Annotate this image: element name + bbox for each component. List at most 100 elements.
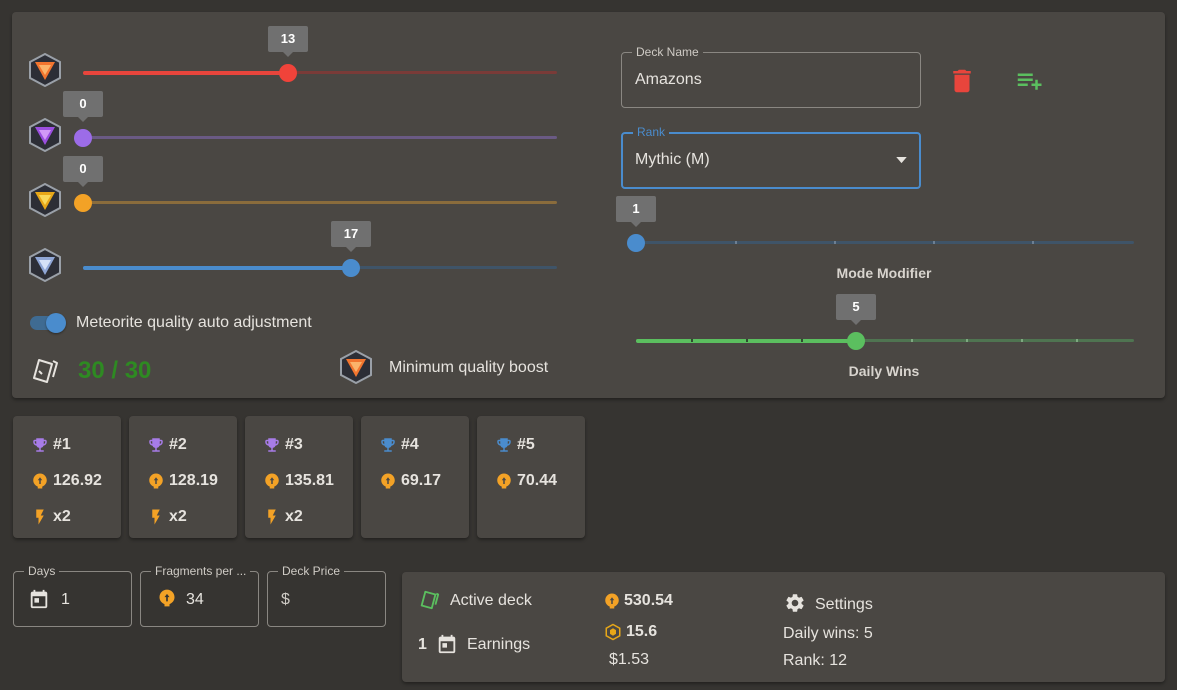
mode-modifier-slider: 1 (616, 196, 1142, 282)
deck-card-3[interactable]: #3 135.81 x2 (245, 416, 353, 538)
deck-config-panel: 13 0 0 17 (12, 12, 1165, 398)
auto-adjust-label: Meteorite quality auto adjustment (76, 314, 312, 331)
card-value: 126.92 (53, 472, 102, 489)
red-slider-track[interactable] (83, 71, 557, 74)
card-value: 135.81 (285, 472, 334, 489)
blue-meteorite-icon (29, 248, 61, 282)
purple-quality-slider-row: 0 (12, 91, 592, 162)
deck-price-input[interactable]: $ (281, 591, 290, 608)
trophy-icon (149, 438, 163, 452)
mode-modifier-value: 1 (616, 196, 656, 227)
card-rank: #3 (285, 436, 303, 453)
cards-icon (33, 359, 58, 383)
deck-price-field[interactable]: Deck Price $ (267, 564, 386, 627)
card-value: 70.44 (517, 472, 558, 489)
mode-modifier-label: Mode Modifier (836, 265, 932, 281)
delete-icon[interactable] (947, 66, 977, 96)
card-rank: #1 (53, 436, 71, 453)
playlist-add-icon[interactable] (1012, 66, 1046, 96)
deck-name-field[interactable]: Deck Name Amazons (621, 45, 921, 108)
earnings-label: Earnings (467, 636, 531, 653)
gear-icon[interactable] (784, 592, 806, 614)
blue-slider-fill (83, 266, 351, 270)
blue-slider-value: 17 (331, 221, 371, 252)
daily-wins-slider: 5 (622, 294, 1142, 382)
card-multiplier: x2 (53, 508, 71, 525)
calendar-icon (30, 589, 48, 609)
card-rank: #4 (401, 436, 419, 453)
mode-modifier-track[interactable] (636, 241, 1134, 244)
gold-slider-track[interactable] (83, 201, 557, 204)
purple-slider-thumb[interactable] (74, 129, 92, 147)
card-value: 128.19 (169, 472, 218, 489)
lightning-icon (36, 509, 44, 525)
purple-slider-track[interactable] (83, 136, 557, 139)
fragments-field[interactable]: Fragments per ... 34 (140, 564, 259, 627)
calendar-icon (438, 634, 456, 654)
gold-meteorite-icon (29, 183, 61, 217)
card-multiplier: x2 (285, 508, 303, 525)
red-quality-slider-row: 13 (12, 26, 592, 97)
fragment-icon (149, 473, 163, 489)
daily-wins-track[interactable] (636, 339, 1134, 342)
card-count: 30 / 30 (78, 357, 152, 384)
days-field[interactable]: Days 1 (13, 564, 132, 627)
rank-select[interactable]: Rank Mythic (M) (621, 125, 921, 189)
fragment-icon (605, 593, 619, 609)
token-icon (605, 623, 621, 641)
deck-card-2[interactable]: #2 128.19 x2 (129, 416, 237, 538)
red-slider-thumb[interactable] (279, 64, 297, 82)
daily-wins-thumb[interactable] (847, 332, 865, 350)
fragment-icon (265, 473, 279, 489)
rank-label: Rank (633, 125, 670, 139)
fragment-icon (381, 473, 395, 489)
fragments-input[interactable]: 34 (186, 591, 204, 608)
cards-icon (420, 590, 440, 610)
deck-card-4[interactable]: #4 69.17 (361, 416, 469, 538)
tokens-total: 15.6 (626, 623, 658, 640)
fragments-total: 530.54 (624, 592, 673, 609)
chevron-down-icon (896, 157, 907, 164)
deck-card-5[interactable]: #5 70.44 (477, 416, 585, 538)
daily-wins-ticks (636, 339, 1134, 342)
trophy-icon (497, 438, 511, 452)
auto-adjust-toggle[interactable] (30, 312, 66, 334)
trophy-icon (381, 438, 395, 452)
active-deck-label: Active deck (450, 592, 532, 609)
gold-slider-value: 0 (63, 156, 103, 187)
deck-price-label: Deck Price (278, 564, 345, 578)
days-label: Days (24, 564, 60, 578)
card-multiplier: x2 (169, 508, 187, 525)
rank-value: Mythic (M) (635, 151, 710, 168)
min-quality-label: Minimum quality boost (389, 359, 549, 376)
gold-quality-slider-row: 0 (12, 156, 592, 227)
fragment-icon (159, 589, 175, 607)
purple-meteorite-icon (29, 118, 61, 152)
settings-rank: Rank: 12 (783, 652, 848, 669)
fragments-label: Fragments per ... (151, 564, 251, 578)
card-value: 69.17 (401, 472, 442, 489)
trophy-icon (265, 438, 279, 452)
settings-label[interactable]: Settings (815, 596, 873, 613)
mode-modifier-thumb[interactable] (627, 234, 645, 252)
card-rank: #5 (517, 436, 535, 453)
deck-name-label: Deck Name (632, 45, 703, 59)
summary-panel: Active deck 1 Earnings 530.54 15.6 $1.53… (402, 572, 1165, 682)
gold-slider-thumb[interactable] (74, 194, 92, 212)
mode-modifier-ticks (636, 241, 1134, 244)
days-input[interactable]: 1 (61, 591, 70, 608)
lightning-icon (152, 509, 160, 525)
min-quality-meteorite-icon[interactable] (339, 350, 373, 384)
usd-total: $1.53 (609, 651, 650, 668)
fragment-icon (497, 473, 511, 489)
toggle-thumb (46, 313, 66, 333)
daily-wins-label: Daily Wins (848, 363, 920, 379)
settings-daily-wins: Daily wins: 5 (783, 625, 873, 642)
red-meteorite-icon (29, 53, 61, 87)
blue-slider-thumb[interactable] (342, 259, 360, 277)
deck-card-1[interactable]: #1 126.92 x2 (13, 416, 121, 538)
earnings-days: 1 (418, 636, 427, 653)
trophy-icon (33, 438, 47, 452)
deck-name-input[interactable]: Amazons (635, 71, 702, 88)
lightning-icon (268, 509, 276, 525)
